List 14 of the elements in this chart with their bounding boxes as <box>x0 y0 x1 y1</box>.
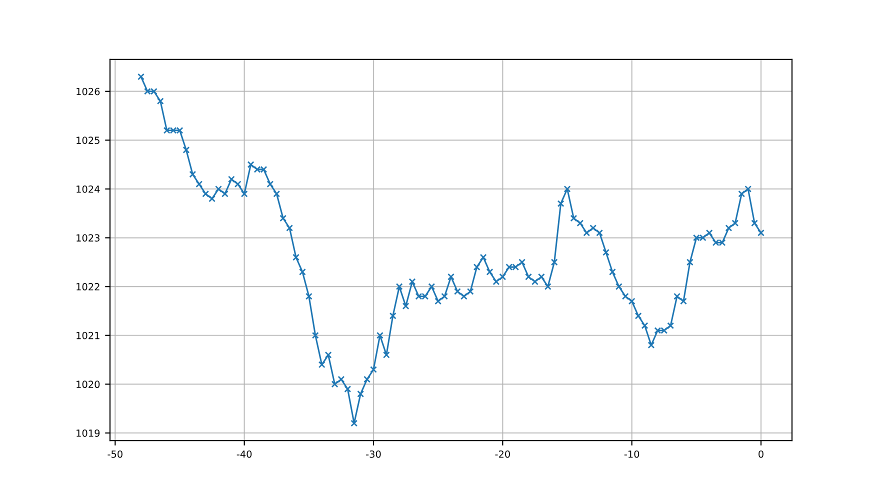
y-tick-label: 1022 <box>76 283 100 290</box>
y-tick-label: 1019 <box>76 429 100 437</box>
x-tick-label: -20 <box>495 450 510 458</box>
x-tick-label: 0 <box>758 450 764 458</box>
y-tick-label: 1025 <box>76 136 100 144</box>
x-tick-label: -10 <box>624 450 640 458</box>
x-tick-label: -40 <box>236 450 252 458</box>
y-tick-label: 1020 <box>76 380 100 388</box>
x-tick-label: -30 <box>366 450 381 458</box>
y-tick-label: 1026 <box>76 88 100 96</box>
y-tick-label: 1024 <box>76 185 100 193</box>
y-tick-label: 1021 <box>76 332 100 340</box>
y-tick-label: 1023 <box>76 234 100 242</box>
x-tick-label: -50 <box>108 450 122 458</box>
